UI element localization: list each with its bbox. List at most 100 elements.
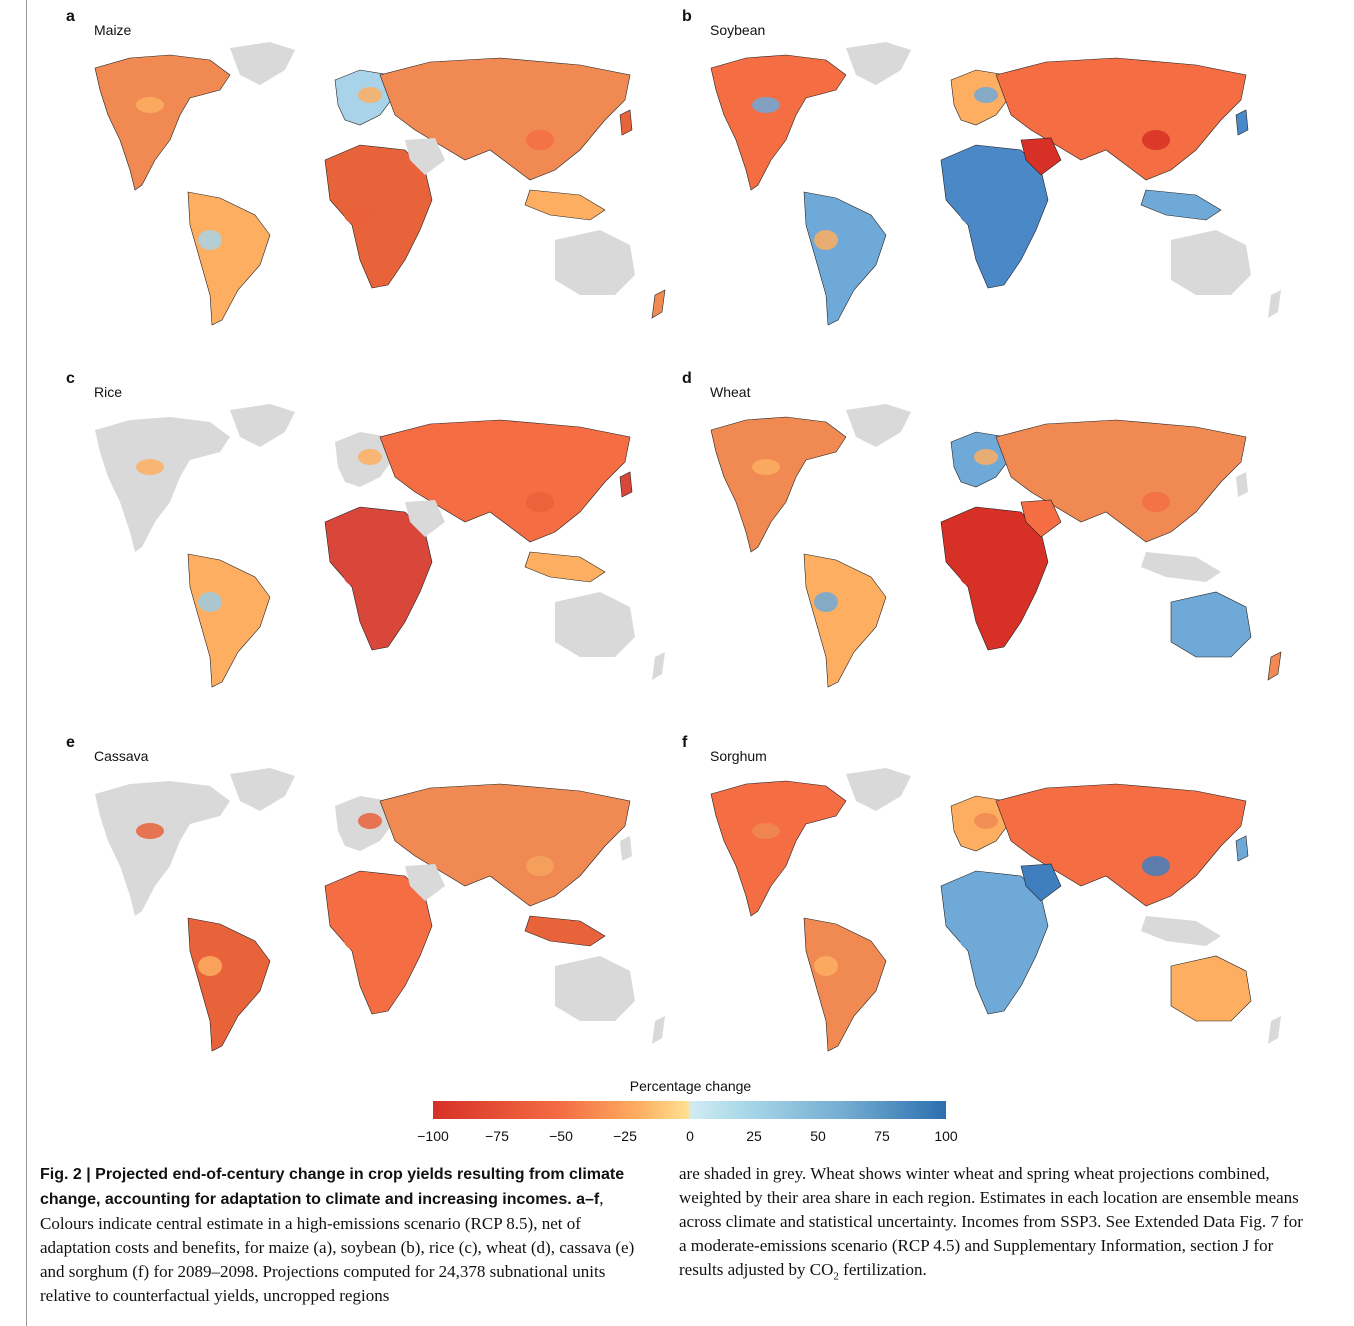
region-arabia: [405, 138, 445, 175]
legend-tick: 75: [874, 1128, 890, 1144]
world-map: [95, 768, 665, 1052]
yield-patch: [136, 97, 164, 113]
legend-tick: −50: [549, 1128, 573, 1144]
panel-title: Sorghum: [710, 748, 767, 764]
legend-colorbar: [433, 1101, 946, 1119]
region-south-america: [187, 553, 271, 688]
caption-body-right: are shaded in grey. Wheat shows winter w…: [679, 1164, 1303, 1279]
legend-tick: 100: [934, 1128, 958, 1144]
region-indonesia: [1141, 916, 1221, 946]
region-africa: [324, 870, 433, 1015]
yield-patch: [344, 567, 376, 587]
region-africa: [324, 144, 433, 289]
world-map: [94, 42, 666, 326]
yield-patch: [974, 449, 998, 465]
region-greenland: [230, 404, 295, 447]
panel-title: Rice: [94, 384, 123, 400]
region-new-zealand: [652, 652, 665, 680]
region-japan: [1236, 472, 1248, 497]
region-africa: [324, 506, 433, 651]
panel-cassava: e Cassava: [60, 734, 680, 1076]
region-greenland: [230, 768, 295, 811]
world-map: [710, 404, 1282, 688]
yield-patch: [358, 813, 382, 829]
region-south-america: [187, 917, 271, 1052]
world-map: [95, 404, 665, 688]
yield-patch: [358, 87, 382, 103]
panel-label: f: [682, 734, 688, 751]
legend-tick: 25: [746, 1128, 762, 1144]
region-south-america: [803, 917, 887, 1052]
panel-label: e: [66, 734, 75, 751]
region-australia: [555, 592, 635, 657]
region-new-zealand: [1268, 1016, 1281, 1044]
region-indonesia: [1140, 189, 1222, 221]
region-japan: [1235, 835, 1249, 862]
yield-patch: [526, 856, 554, 876]
region-north-america: [710, 416, 847, 553]
region-indonesia: [524, 551, 606, 583]
yield-patch: [1076, 460, 1116, 484]
legend-tick: −75: [485, 1128, 509, 1144]
yield-patch: [460, 824, 500, 848]
panel-label: d: [682, 370, 692, 387]
region-africa: [940, 870, 1049, 1015]
region-new-zealand: [651, 289, 666, 319]
yield-patch: [814, 230, 838, 250]
region-japan: [620, 836, 632, 861]
panel-label: b: [682, 8, 692, 25]
caption-body-right-end: fertilization.: [838, 1260, 927, 1279]
yield-patch: [136, 823, 164, 839]
region-africa: [940, 506, 1049, 651]
yield-patch: [344, 205, 376, 225]
region-africa: [940, 144, 1049, 289]
region-new-zealand: [652, 1016, 665, 1044]
panel-title: Maize: [94, 22, 132, 38]
caption-panel-range: a–f: [571, 1191, 600, 1208]
yield-patch: [974, 87, 998, 103]
legend-title: Percentage change: [629, 1078, 752, 1094]
yield-patch: [526, 492, 554, 512]
panel-title: Soybean: [710, 22, 766, 38]
panel-maize: a Maize: [60, 8, 680, 350]
yield-patch: [960, 931, 992, 951]
world-map: [710, 42, 1281, 326]
figure-caption-right: are shaded in grey. Wheat shows winter w…: [679, 1162, 1304, 1288]
caption-fig-label: Fig. 2 |: [40, 1166, 96, 1183]
yield-patch: [1076, 824, 1116, 848]
yield-patch: [460, 98, 500, 122]
region-australia: [555, 230, 635, 295]
yield-patch: [358, 449, 382, 465]
region-new-zealand: [1267, 651, 1282, 681]
region-arabia: [1020, 499, 1062, 538]
yield-patch: [136, 459, 164, 475]
region-greenland: [846, 42, 911, 85]
yield-patch: [960, 567, 992, 587]
yield-patch: [198, 592, 222, 612]
yield-patch: [974, 813, 998, 829]
yield-patch: [344, 931, 376, 951]
region-greenland: [846, 404, 911, 447]
yield-patch: [752, 823, 780, 839]
yield-patch: [198, 230, 222, 250]
figure-caption-left: Fig. 2 | Projected end-of-century change…: [40, 1162, 655, 1308]
yield-patch: [814, 592, 838, 612]
region-north-america: [95, 417, 230, 552]
region-greenland: [230, 42, 295, 85]
panel-title: Cassava: [94, 748, 149, 764]
yield-patch: [960, 205, 992, 225]
panel-label: c: [66, 370, 75, 387]
region-new-zealand: [1268, 290, 1281, 318]
region-north-america: [94, 54, 231, 191]
panel-soybean: b Soybean: [676, 8, 1296, 350]
panel-wheat: d Wheat: [676, 370, 1296, 712]
region-japan: [1235, 109, 1249, 136]
legend-tick: −25: [613, 1128, 637, 1144]
yield-patch: [752, 97, 780, 113]
region-south-america: [187, 191, 271, 326]
yield-patch: [460, 460, 500, 484]
region-australia: [1170, 591, 1252, 658]
region-indonesia: [524, 915, 606, 947]
region-australia: [1171, 230, 1251, 295]
region-north-america: [710, 780, 847, 917]
